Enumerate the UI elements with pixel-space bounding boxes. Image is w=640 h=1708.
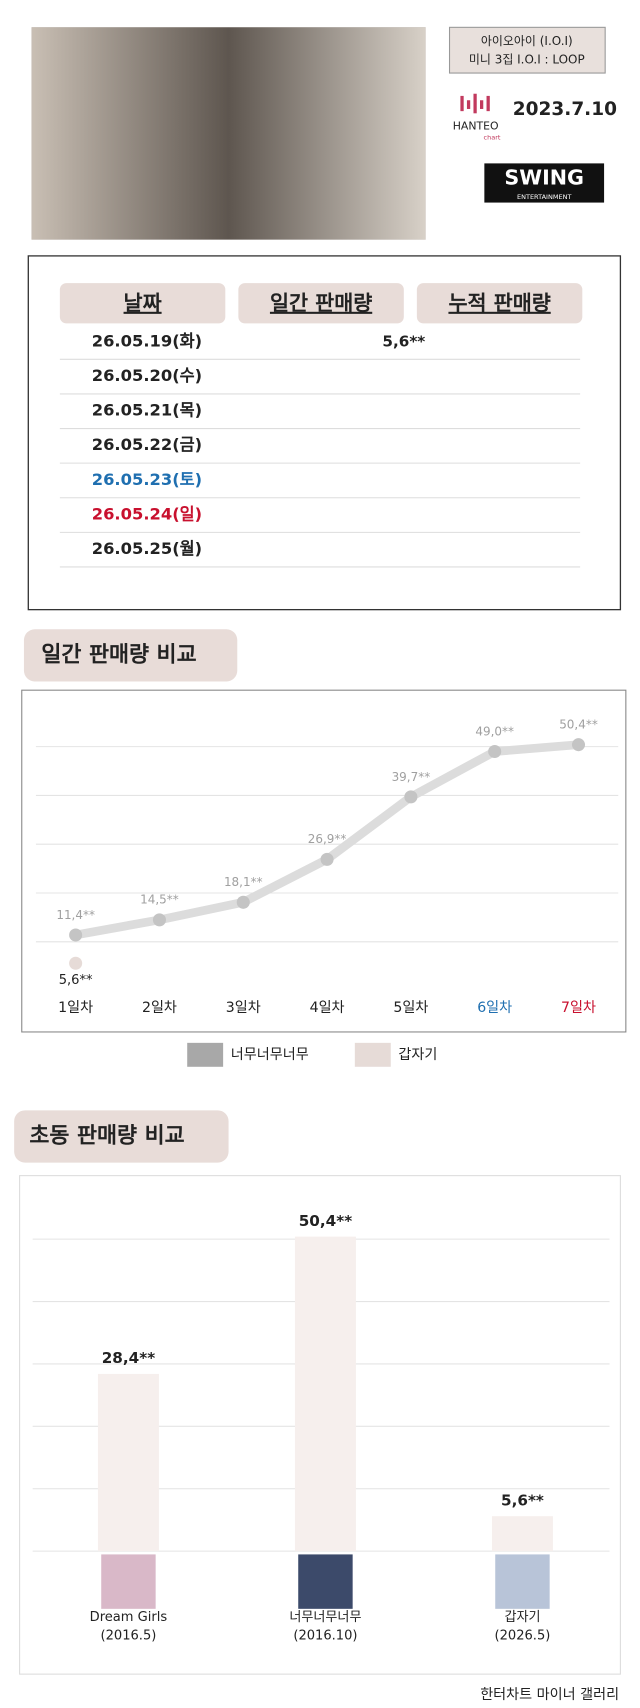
point <box>69 928 83 942</box>
hanteo-brand: HANTEO <box>453 119 499 132</box>
album-cover <box>495 1554 550 1609</box>
point <box>69 956 83 970</box>
album-cover <box>298 1554 353 1609</box>
data-label: 28,4** <box>102 1349 156 1367</box>
bar <box>491 1516 553 1552</box>
data-label: 50,4** <box>559 718 598 732</box>
legend-swatch <box>187 1042 224 1067</box>
date-cell: 26.05.20(수) <box>92 366 202 385</box>
line-chart: 1일차 2일차 3일차 4일차 5일차 6일차 7일차 11,4** 14,5** 18,1** 2… <box>35 718 619 1067</box>
x-tick-label: 1일차 <box>58 1000 93 1016</box>
album-cover <box>101 1554 156 1609</box>
point <box>236 895 250 909</box>
data-label: 39,7** <box>392 770 431 784</box>
header-cell <box>238 283 404 324</box>
swing-logo <box>484 163 605 203</box>
date-cell: 26.05.19(화) <box>92 331 202 350</box>
x-tick-label: 너무너무너무 <box>289 1610 361 1625</box>
header-cell <box>416 283 583 324</box>
date-cell: 26.05.23(토) <box>92 470 202 489</box>
data-label: 18,1** <box>224 875 263 889</box>
album: 미니 3집 I.O.I : LOOP <box>469 52 585 66</box>
legend-label: 갑자기 <box>398 1047 437 1063</box>
footer: 한터차트 마이너 갤러리 <box>480 1687 619 1703</box>
data-label: 11,4** <box>56 908 95 922</box>
date-cell: 26.05.24(일) <box>92 504 202 523</box>
section-pill <box>23 629 238 682</box>
release-label: (2026.5) <box>495 1629 551 1644</box>
header-cell <box>59 283 226 324</box>
daily-cell: 5,6** <box>382 332 425 350</box>
swing-sub: ENTERTAINMENT <box>517 193 571 201</box>
bar-chart: 28,4** Dream Girls (2016.5) 50,4** 너무너무너무 (20… <box>32 1212 610 1644</box>
date: 2023.7.10 <box>513 99 617 120</box>
date-cell: 26.05.21(목) <box>92 401 202 420</box>
bar <box>294 1236 356 1552</box>
x-tick-label: 7일차 <box>561 1000 596 1016</box>
artist: 아이오아이 (I.O.I) <box>481 34 573 48</box>
data-label: 5,6** <box>501 1491 544 1509</box>
x-tick-label: 5일차 <box>393 1000 428 1016</box>
date-cell: 26.05.25(월) <box>92 539 202 558</box>
point <box>152 913 166 927</box>
hanteo-icon <box>460 93 490 114</box>
legend-label: 너무너무너무 <box>231 1047 309 1063</box>
x-tick-label: 3일차 <box>226 1000 261 1016</box>
hanteo-sub: chart <box>483 133 500 141</box>
release-label: (2016.5) <box>101 1629 157 1644</box>
table: 날짜 일간 판매량 누적 판매량 26.05.19(화) 5,6** 26.05.20(수… <box>59 283 583 568</box>
chart-title: 초동 판매량 비교 <box>29 1123 184 1148</box>
date-cell: 26.05.22(금) <box>92 435 202 454</box>
point <box>571 738 586 752</box>
info-box <box>448 26 606 74</box>
data-label: 14,5** <box>140 893 179 907</box>
point <box>488 744 502 759</box>
x-tick-label: Dream Girls <box>90 1610 168 1625</box>
section-pill <box>14 1110 229 1163</box>
data-label: 5,6** <box>59 973 93 988</box>
release-label: (2016.10) <box>293 1629 357 1644</box>
data-label: 50,4** <box>299 1212 353 1230</box>
x-tick-label: 갑자기 <box>504 1610 540 1625</box>
column-header: 일간 판매량 <box>270 291 372 315</box>
point <box>404 790 418 804</box>
x-tick-label: 2일차 <box>142 1000 177 1016</box>
data-label: 26,9** <box>308 832 347 846</box>
legend-swatch <box>354 1042 391 1067</box>
x-tick-label: 4일차 <box>310 1000 345 1016</box>
column-header: 누적 판매량 <box>448 291 550 315</box>
data-label: 49,0** <box>475 724 514 738</box>
swing-brand: SWING <box>504 166 584 190</box>
chart-title: 일간 판매량 비교 <box>41 642 196 667</box>
photo-shade <box>31 27 426 240</box>
x-tick-label: 6일차 <box>477 1000 512 1016</box>
point <box>320 852 334 866</box>
bar <box>97 1373 159 1552</box>
column-header: 날짜 <box>124 291 162 315</box>
